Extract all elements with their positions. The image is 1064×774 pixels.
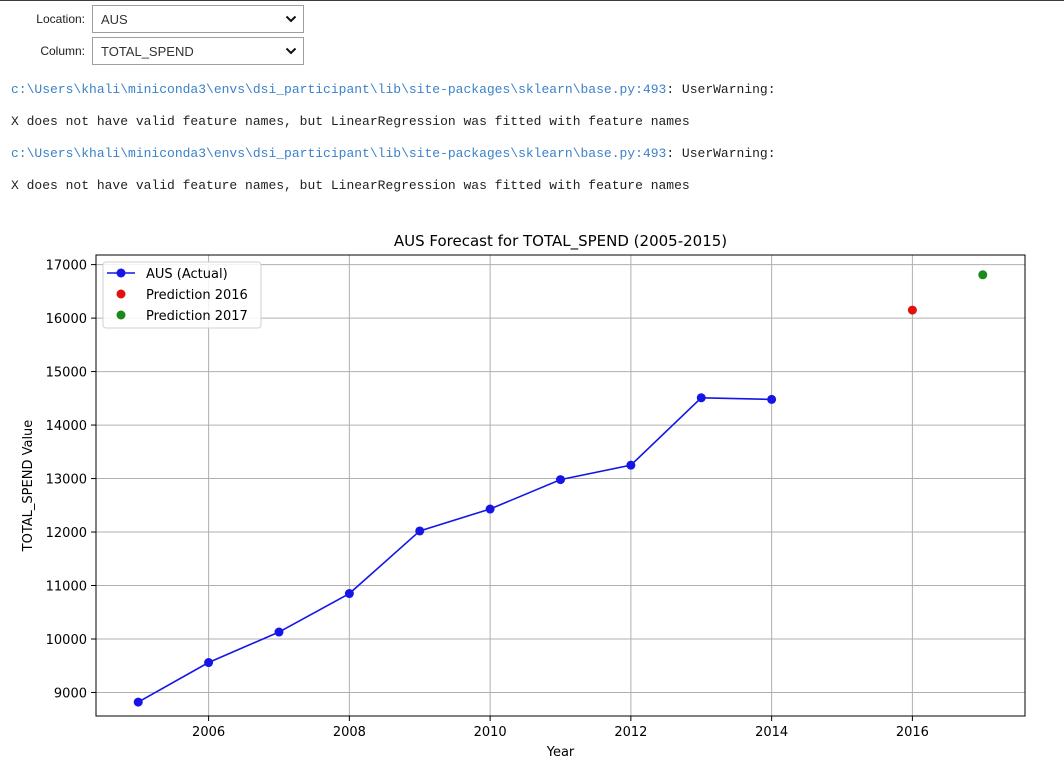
x-axis-label: Year <box>546 745 575 760</box>
warning-file-path-link[interactable]: c:\Users\khali\miniconda3\envs\dsi_parti… <box>11 146 667 161</box>
y-tick-label: 13000 <box>46 473 87 488</box>
column-widget: Column: TOTAL_SPEND <box>0 37 304 65</box>
y-tick-label: 15000 <box>46 366 87 381</box>
actual-data-point <box>696 393 706 403</box>
x-tick-label: 2016 <box>896 725 929 740</box>
y-tick-label: 14000 <box>46 419 87 434</box>
legend: AUS (Actual) Prediction 2016 Prediction 20… <box>102 261 262 329</box>
x-tick-label: 2012 <box>614 725 647 740</box>
legend-entry-label: Prediction 2016 <box>146 288 248 303</box>
location-dropdown[interactable]: AUS <box>92 5 304 33</box>
warning-message-2: X does not have valid feature names, but… <box>11 178 690 193</box>
warning-type: : UserWarning: <box>666 146 776 161</box>
actual-series-line <box>137 396 772 703</box>
legend-marker-swatch <box>116 289 126 299</box>
top-border <box>0 0 1064 1</box>
actual-data-point <box>626 460 636 470</box>
actual-data-point <box>415 526 425 536</box>
x-tick-label: 2006 <box>192 725 225 740</box>
y-tick-label: 11000 <box>46 580 87 595</box>
location-widget: Location: AUS <box>0 5 304 33</box>
x-tick-label: 2014 <box>755 725 788 740</box>
warning-message-1: X does not have valid feature names, but… <box>11 114 690 129</box>
y-axis-label: TOTAL_SPEND Value <box>21 420 36 553</box>
actual-data-point <box>344 589 354 599</box>
legend-marker-swatch <box>116 268 126 278</box>
warning-line-2: c:\Users\khali\miniconda3\envs\dsi_parti… <box>11 146 776 161</box>
warning-type: : UserWarning: <box>666 82 776 97</box>
x-tick-label: 2010 <box>474 725 507 740</box>
y-tick-label: 9000 <box>54 686 87 701</box>
prediction-point <box>978 270 988 280</box>
column-label: Column: <box>40 44 85 58</box>
actual-data-point <box>133 697 143 707</box>
legend-box <box>102 261 262 329</box>
actual-data-point <box>556 475 565 485</box>
column-value: TOTAL_SPEND <box>101 43 194 59</box>
legend-entry-label: Prediction 2017 <box>146 309 248 324</box>
chevron-down-icon <box>285 47 297 55</box>
legend-entry-label: AUS (Actual) <box>146 267 228 282</box>
plot-frame <box>95 254 1026 717</box>
column-dropdown[interactable]: TOTAL_SPEND <box>92 37 304 65</box>
location-label: Location: <box>36 12 85 26</box>
chevron-down-icon <box>285 15 297 23</box>
location-value: AUS <box>101 11 128 27</box>
actual-data-point <box>204 658 214 668</box>
forecast-chart: 2006 2008 2010 2012 2014 2016 9000 10000 11000 12… <box>21 232 1026 760</box>
y-tick-label: 10000 <box>46 633 87 648</box>
y-tick-label: 12000 <box>46 526 87 541</box>
warning-line-1: c:\Users\khali\miniconda3\envs\dsi_parti… <box>11 82 776 97</box>
warning-file-path-link[interactable]: c:\Users\khali\miniconda3\envs\dsi_parti… <box>11 82 667 97</box>
actual-data-point <box>485 504 495 514</box>
actual-data-point <box>274 627 284 637</box>
prediction-point <box>907 305 917 315</box>
x-tick-label: 2008 <box>333 725 366 740</box>
chart-title: AUS Forecast for TOTAL_SPEND (2005-2015) <box>394 232 727 251</box>
y-tick-label: 16000 <box>46 312 87 327</box>
actual-data-point <box>767 394 777 404</box>
legend-marker-swatch <box>116 310 126 320</box>
y-tick-label: 17000 <box>46 259 87 274</box>
